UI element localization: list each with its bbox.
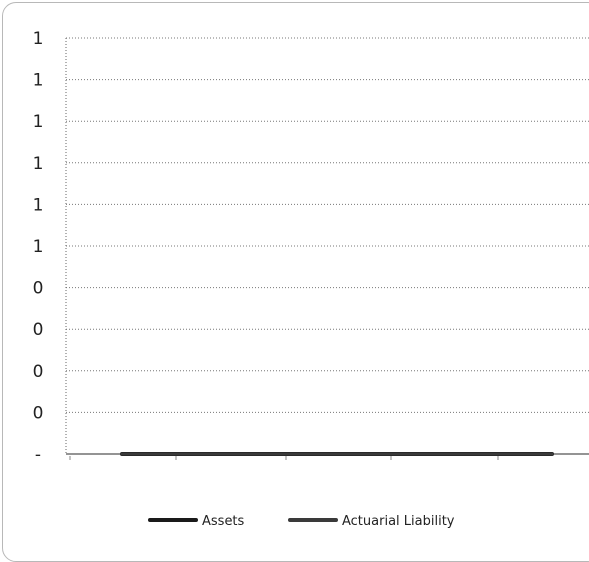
legend-label: Actuarial Liability bbox=[342, 514, 455, 529]
legend-label: Assets bbox=[202, 514, 245, 529]
y-tick-label: 0 bbox=[33, 279, 44, 299]
y-tick-label: 1 bbox=[33, 237, 44, 257]
y-tick-label: 1 bbox=[33, 71, 44, 91]
y-tick-labels: - 0 0 0 0 1 1 1 1 1 1 bbox=[33, 29, 44, 465]
y-tick-label: 0 bbox=[33, 362, 44, 382]
y-tick-label: 1 bbox=[33, 112, 44, 132]
chart: - 0 0 0 0 1 1 1 1 1 1 Assets Actuarial Liability bbox=[33, 29, 589, 529]
y-tick-label: - bbox=[35, 445, 41, 465]
y-tick-label: 1 bbox=[33, 154, 44, 174]
y-tick-label: 1 bbox=[33, 29, 44, 49]
legend: Assets Actuarial Liability bbox=[148, 514, 455, 529]
y-tick-label: 0 bbox=[33, 320, 44, 340]
y-tick-label: 0 bbox=[33, 403, 44, 423]
y-tick-label: 1 bbox=[33, 195, 44, 215]
chart-gridlines bbox=[66, 37, 589, 413]
x-tick-marks bbox=[69, 456, 499, 460]
